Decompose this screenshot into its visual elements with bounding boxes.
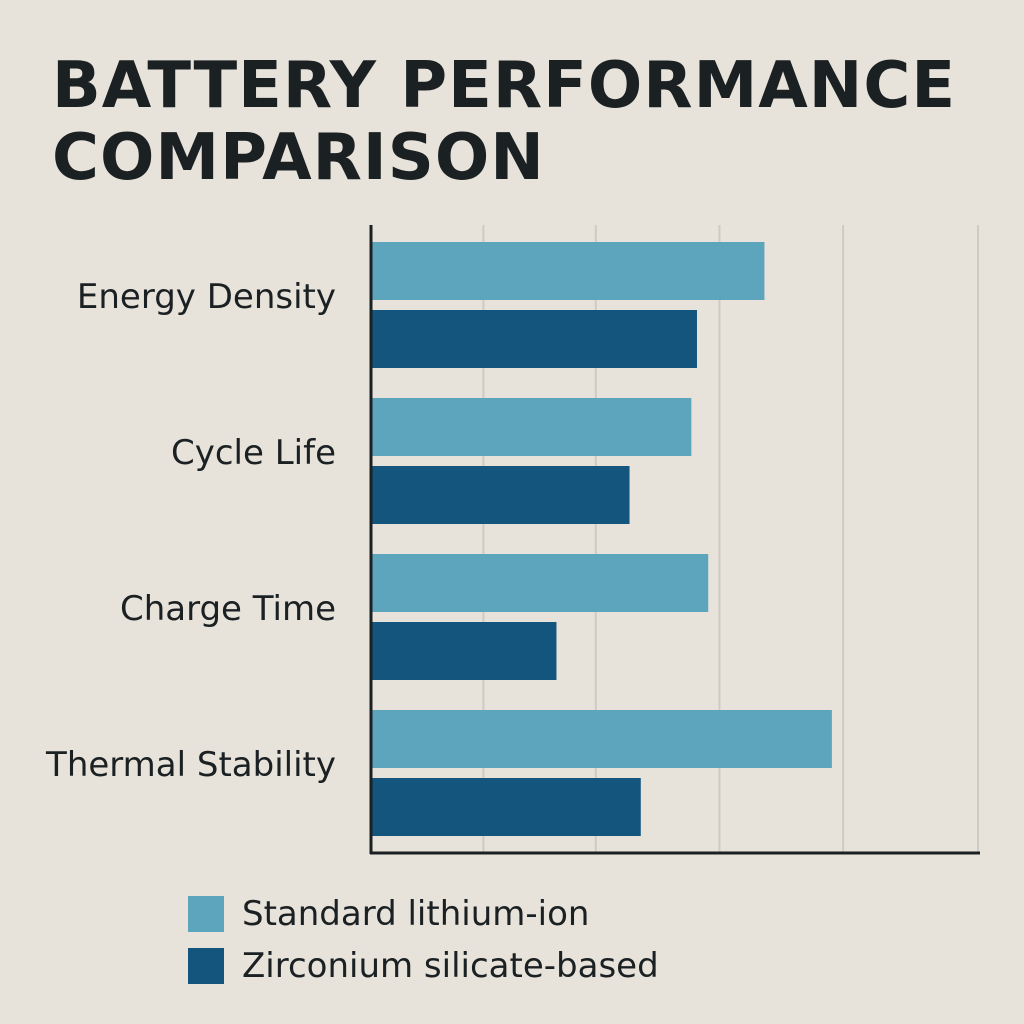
bar-thermal-stability-zirconium-silicate-based (371, 778, 641, 836)
legend-swatch-zirconium-silicate-based (188, 948, 224, 984)
legend: Standard lithium-ion Zirconium silicate-… (188, 890, 659, 994)
category-label-cycle-life: Cycle Life (171, 433, 336, 473)
legend-label-standard-lithium-ion: Standard lithium-ion (242, 894, 590, 934)
bar-charge-time-standard-lithium-ion (371, 554, 709, 612)
chart-title: BATTERY PERFORMANCE COMPARISON (52, 50, 992, 194)
legend-item-standard-lithium-ion: Standard lithium-ion (188, 890, 659, 938)
legend-swatch-standard-lithium-ion (188, 896, 224, 932)
category-labels: Energy Density Cycle Life Charge Time Therm… (45, 277, 336, 785)
category-label-charge-time: Charge Time (120, 589, 336, 629)
category-label-thermal-stability: Thermal Stability (45, 745, 336, 785)
bar-thermal-stability-standard-lithium-ion (371, 710, 832, 768)
bar-cycle-life-standard-lithium-ion (371, 398, 692, 456)
bar-charge-time-zirconium-silicate-based (371, 622, 557, 680)
legend-item-zirconium-silicate-based: Zirconium silicate-based (188, 942, 659, 990)
axes (369, 225, 980, 855)
category-label-energy-density: Energy Density (77, 277, 336, 317)
bars (371, 242, 832, 836)
chart-title-line-2: COMPARISON (52, 121, 545, 195)
chart-title-line-1: BATTERY PERFORMANCE (52, 49, 957, 123)
legend-label-zirconium-silicate-based: Zirconium silicate-based (242, 946, 659, 986)
bar-energy-density-standard-lithium-ion (371, 242, 765, 300)
bar-energy-density-zirconium-silicate-based (371, 310, 697, 368)
bar-cycle-life-zirconium-silicate-based (371, 466, 630, 524)
